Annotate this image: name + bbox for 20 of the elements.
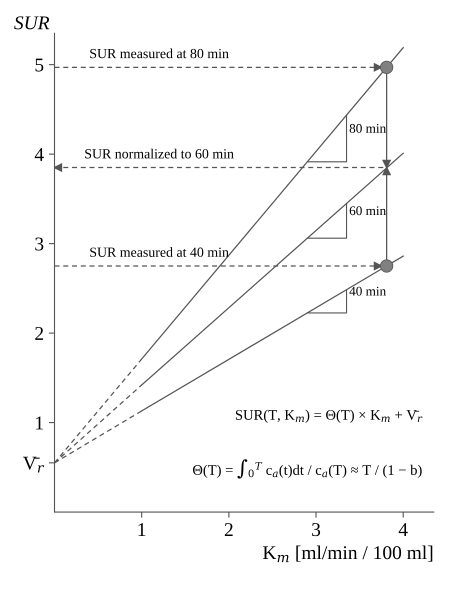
y-tick-label: V̄$_{r}$ [22, 456, 44, 473]
y-tick-label: 3 [35, 237, 44, 251]
series-label: 60 min [350, 206, 386, 216]
x-tick-label: 3 [312, 523, 320, 536]
ref-line-label: SUR measured at 40 min [90, 247, 229, 257]
series-label: 40 min [349, 286, 386, 296]
y-axis-title: SUR [14, 16, 50, 30]
y-tick-label: 5 [36, 58, 44, 72]
x-tick-label: 1 [138, 523, 146, 536]
x-tick-label: 4 [398, 523, 408, 536]
series-label: 80 min [350, 124, 386, 133]
x-axis-title: K$_{m}$ [ml/min / 100 ml] [262, 546, 432, 562]
annotation: SUR(T, K$_{m}$) = Θ(T) × K$_{m}$ + V̄$_{r}$ [236, 410, 422, 423]
ref-line-label: SUR measured at 80 min [90, 48, 229, 58]
annotation: Θ(T) = ∫$_{0}$$^{T}$ c$_{a}$(t)dt / c$_{a}$(T) ≈ T / (1 − b) [192, 459, 422, 479]
y-tick-label: 4 [34, 148, 44, 161]
y-tick-label: 1 [36, 416, 43, 430]
ref-line-label: SUR normalized to 60 min [85, 148, 234, 158]
x-tick-label: 2 [224, 523, 233, 536]
y-tick-label: 2 [35, 326, 44, 340]
